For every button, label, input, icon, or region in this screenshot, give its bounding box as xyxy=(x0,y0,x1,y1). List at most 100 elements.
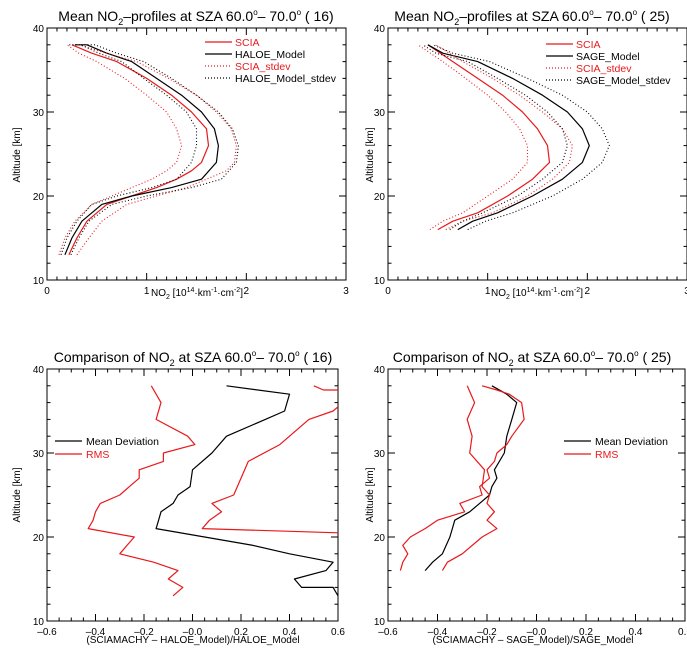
y-tick-label: 20 xyxy=(33,533,45,544)
legend-label-rms: RMS xyxy=(86,449,109,461)
legend-label-model-stdev: SAGE_Model_stdev xyxy=(576,75,671,87)
legend-label-rms: RMS xyxy=(595,449,618,461)
x-tick-label: –0.0 xyxy=(183,627,203,638)
x-axis-label: (SCIAMACHY – SAGE_Model)/SAGE_Model xyxy=(432,635,633,646)
y-tick-label: 20 xyxy=(374,192,386,203)
series-line-mean-deviation xyxy=(424,385,518,571)
y-tick-label: 20 xyxy=(374,533,386,544)
legend: SCIA HALOE_Model SCIA_stdev HALOE_Model_… xyxy=(205,37,337,85)
x-tick-label: 1 xyxy=(144,286,150,297)
x-tick-label: 3 xyxy=(343,286,349,297)
series-line-scia-stdev xyxy=(76,44,237,256)
series-line-sage-model-stdev xyxy=(422,44,568,231)
y-tick-label: 30 xyxy=(374,108,386,119)
x-tick-label: –0.6 xyxy=(37,627,57,638)
y-tick-label: 40 xyxy=(33,24,45,35)
x-tick-label: –0.4 xyxy=(428,627,448,638)
x-tick-label: 0 xyxy=(385,286,391,297)
y-tick-label: 20 xyxy=(33,192,45,203)
chart-title: Comparison of NO2 at SZA 60.0o– 70.0o ( … xyxy=(54,349,333,368)
panel-top-right: Mean NO2–profiles at SZA 60.0o– 70.0o ( … xyxy=(365,8,671,301)
chart-title: Mean NO2–profiles at SZA 60.0o– 70.0o ( … xyxy=(394,8,669,27)
series-panel-2 xyxy=(417,44,610,231)
axes-panel-1: 0 1 2 3 10 20 30 40 xyxy=(33,24,349,297)
plot-frame xyxy=(46,368,339,622)
axes-panel-3: –0.6 –0.4 –0.2 –0.0 0.2 0.4 0.6 10 20 30 40 xyxy=(33,365,346,638)
series-line-mean-deviation xyxy=(155,385,338,597)
x-axis-label: NO2 [1014·km-1·cm-2] xyxy=(491,287,583,301)
panel-top-left: Mean NO2–profiles at SZA 60.0o– 70.0o ( … xyxy=(12,8,337,301)
plot-frame xyxy=(387,27,687,281)
panel-bottom-left: Comparison of NO2 at SZA 60.0o– 70.0o ( … xyxy=(12,349,332,646)
series-line-scia xyxy=(68,44,210,256)
series-line-rms xyxy=(441,385,498,571)
x-tick-label: 0.2 xyxy=(234,627,248,638)
series-panel-3 xyxy=(87,385,338,597)
plot-frame xyxy=(46,27,347,281)
x-tick-label: 0.6 xyxy=(678,627,687,638)
series-line-sage-model xyxy=(427,44,590,231)
x-tick-label: 0.6 xyxy=(331,627,345,638)
x-tick-label: 0.4 xyxy=(283,627,297,638)
y-tick-label: 10 xyxy=(374,276,386,287)
x-tick-label: 0 xyxy=(44,286,50,297)
chart-title: Mean NO2–profiles at SZA 60.0o– 70.0o ( … xyxy=(58,8,333,27)
y-axis-label: Altitude [km] xyxy=(12,467,23,522)
axes-panel-4: –0.6 –0.4 –0.2 –0.0 0.2 0.4 0.6 10 20 30 40 xyxy=(374,365,687,638)
legend-label-mean: Mean Deviation xyxy=(595,436,668,448)
x-tick-label: 3 xyxy=(684,286,687,297)
y-tick-label: 30 xyxy=(33,108,45,119)
x-tick-label: 0.4 xyxy=(629,627,643,638)
plot-frame xyxy=(387,368,686,622)
y-axis-label: Altitude [km] xyxy=(365,127,376,182)
y-axis-label: Altitude [km] xyxy=(365,467,376,522)
x-axis-label: NO2 [1014·km-1·cm-2] xyxy=(151,287,243,301)
x-tick-label: –0.4 xyxy=(86,627,106,638)
series-line-rms xyxy=(313,385,338,391)
series-line-scia-stdev xyxy=(417,44,529,231)
series-panel-4 xyxy=(399,385,525,571)
legend-label-model: HALOE_Model xyxy=(235,49,305,61)
axes-layer: 0 1 2 3 10 20 30 40 0 1 2 3 10 20 30 40 –0.6 –0.4 –0.2 –0.0… xyxy=(33,24,687,638)
y-tick-label: 30 xyxy=(33,449,45,460)
legend-label-scia: SCIA xyxy=(235,37,260,49)
legend-label-model-stdev: HALOE_Model_stdev xyxy=(235,73,337,85)
x-tick-label: 0.2 xyxy=(579,627,593,638)
y-tick-label: 10 xyxy=(33,276,45,287)
x-tick-label: –0.6 xyxy=(378,627,398,638)
panel-bottom-right: Comparison of NO2 at SZA 60.0o– 70.0o ( … xyxy=(365,349,671,646)
legend-label-mean: Mean Deviation xyxy=(86,436,159,448)
series-layer xyxy=(58,44,610,597)
y-tick-label: 40 xyxy=(33,365,45,376)
chart-title: Comparison of NO2 at SZA 60.0o– 70.0o ( … xyxy=(393,349,672,368)
x-tick-label: –0.0 xyxy=(527,627,547,638)
y-tick-label: 40 xyxy=(374,365,386,376)
series-line-haloe-model-stdev xyxy=(70,44,239,256)
series-line-rms xyxy=(201,406,338,534)
x-tick-label: –0.2 xyxy=(477,627,497,638)
series-line-sage-model-stdev xyxy=(432,44,610,231)
series-line-rms xyxy=(87,385,196,597)
legend-label-model: SAGE_Model xyxy=(576,51,640,63)
y-tick-label: 30 xyxy=(374,449,386,460)
series-panel-1 xyxy=(58,44,239,256)
x-tick-label: 1 xyxy=(485,286,491,297)
legend-label-scia-stdev: SCIA_stdev xyxy=(235,61,291,73)
y-axis-label: Altitude [km] xyxy=(12,127,23,182)
x-tick-label: –0.2 xyxy=(134,627,154,638)
y-tick-label: 40 xyxy=(374,24,386,35)
y-tick-label: 10 xyxy=(33,617,45,628)
series-line-scia-stdev xyxy=(58,44,183,255)
legend: SCIA SAGE_Model SCIA_stdev SAGE_Model_st… xyxy=(546,39,671,87)
x-axis-label: (SCIAMACHY – HALOE_Model)/HALOE_Model xyxy=(86,635,299,646)
legend-label-scia: SCIA xyxy=(576,39,601,51)
x-tick-label: 2 xyxy=(244,286,250,297)
y-tick-label: 10 xyxy=(374,617,386,628)
series-line-rms xyxy=(399,385,525,571)
series-line-scia xyxy=(427,44,551,231)
series-line-haloe-model xyxy=(64,44,219,256)
legend: Mean Deviation RMS xyxy=(564,436,668,461)
axes-panel-2: 0 1 2 3 10 20 30 40 xyxy=(374,24,687,297)
legend: Mean Deviation RMS xyxy=(55,436,159,461)
